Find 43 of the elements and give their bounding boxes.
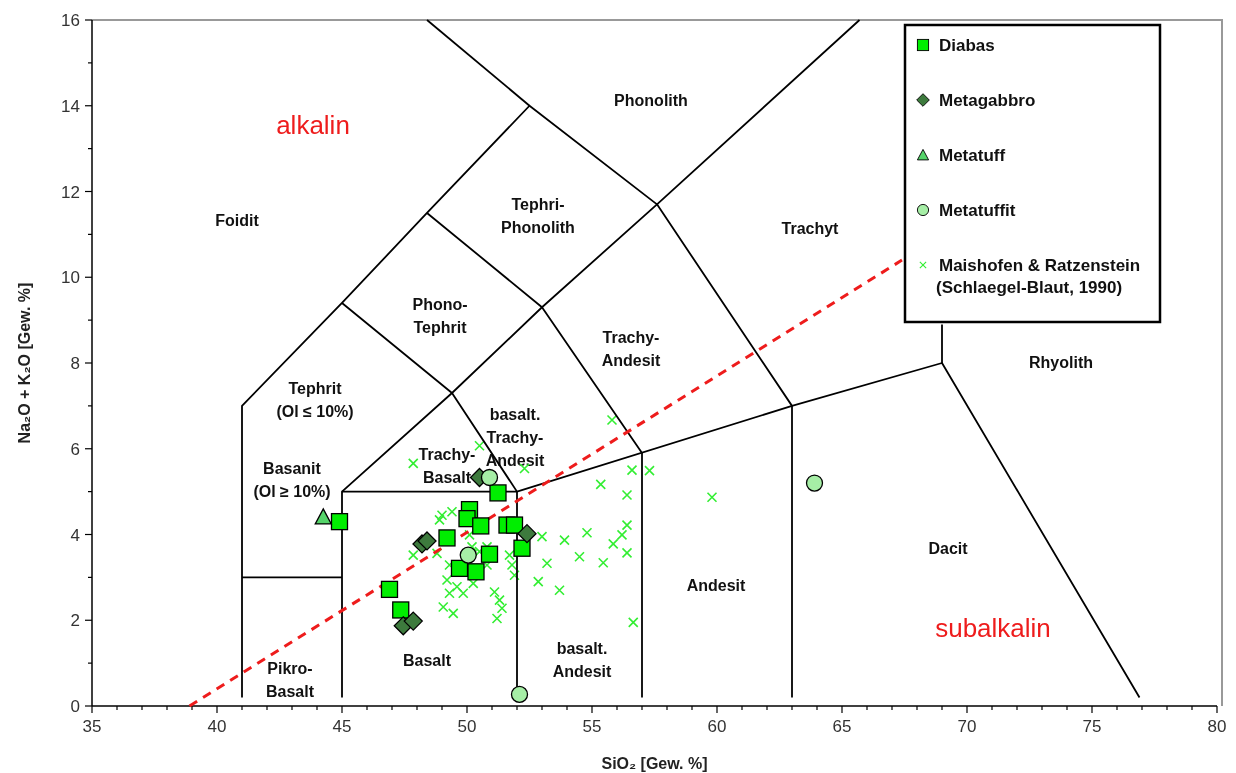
x-tick-label: 50 — [457, 717, 477, 736]
x-tick-label: 65 — [832, 717, 852, 736]
x-tick-label: 80 — [1207, 717, 1227, 736]
annotation: Trachy- Andesit — [601, 329, 662, 370]
annotation: Tephri- Phonolith — [501, 196, 575, 237]
legend-label: Metatuffit — [939, 201, 1016, 220]
annotation: Foidit — [215, 211, 260, 229]
annotation: Andesit — [686, 576, 747, 594]
annotation: Basalt — [402, 651, 452, 669]
x-tick-label: 40 — [207, 717, 227, 736]
y-tick-label: 6 — [70, 439, 80, 459]
x-tick-label: 75 — [1082, 717, 1102, 736]
y-tick-label: 12 — [61, 182, 80, 202]
x-tick-label: 70 — [957, 717, 977, 736]
annotation: Pikro- Basalt — [265, 660, 315, 701]
y-tick-label: 14 — [61, 96, 80, 116]
y-tick-label: 2 — [70, 611, 80, 631]
x-tick-label: 35 — [82, 717, 102, 736]
legend-label: Maishofen & Ratzenstein (Schlaegel-Blaut, 1990) — [936, 256, 1141, 297]
annotation: Trachyt — [781, 219, 840, 237]
annotation: Phonolith — [614, 91, 688, 109]
x-tick-label: 55 — [582, 717, 602, 736]
annotation: Basanit (Ol ≥ 10%) — [253, 460, 331, 501]
legend-label: Metatuff — [939, 146, 1006, 165]
x-tick-label: 45 — [332, 717, 352, 736]
annotation: Tephrit (Ol ≤ 10%) — [276, 380, 354, 421]
annotation: subalkalin — [935, 613, 1051, 644]
y-tick-label: 8 — [70, 354, 80, 373]
y-tick-label: 4 — [70, 525, 80, 545]
x-axis-title: SiO₂ [Gew. %] — [601, 755, 708, 772]
annotation: Phono- Tephrit — [412, 296, 468, 337]
legend-label: Diabas — [939, 36, 995, 55]
annotation: Rhyolith — [1029, 353, 1093, 371]
x-tick-label: 60 — [707, 717, 727, 736]
annotation: basalt. Andesit — [552, 640, 613, 681]
annotation: alkalin — [276, 110, 350, 141]
legend-label: Metagabbro — [939, 91, 1036, 110]
y-tick-label: 10 — [61, 268, 80, 288]
annotation: Trachy- Basalt — [418, 446, 476, 487]
annotation: Dacit — [928, 539, 969, 557]
y-tick-label: 0 — [70, 697, 80, 716]
y-axis-title: Na₂O + K₂O [Gew. %] — [16, 282, 33, 444]
y-tick-label: 16 — [61, 11, 80, 30]
